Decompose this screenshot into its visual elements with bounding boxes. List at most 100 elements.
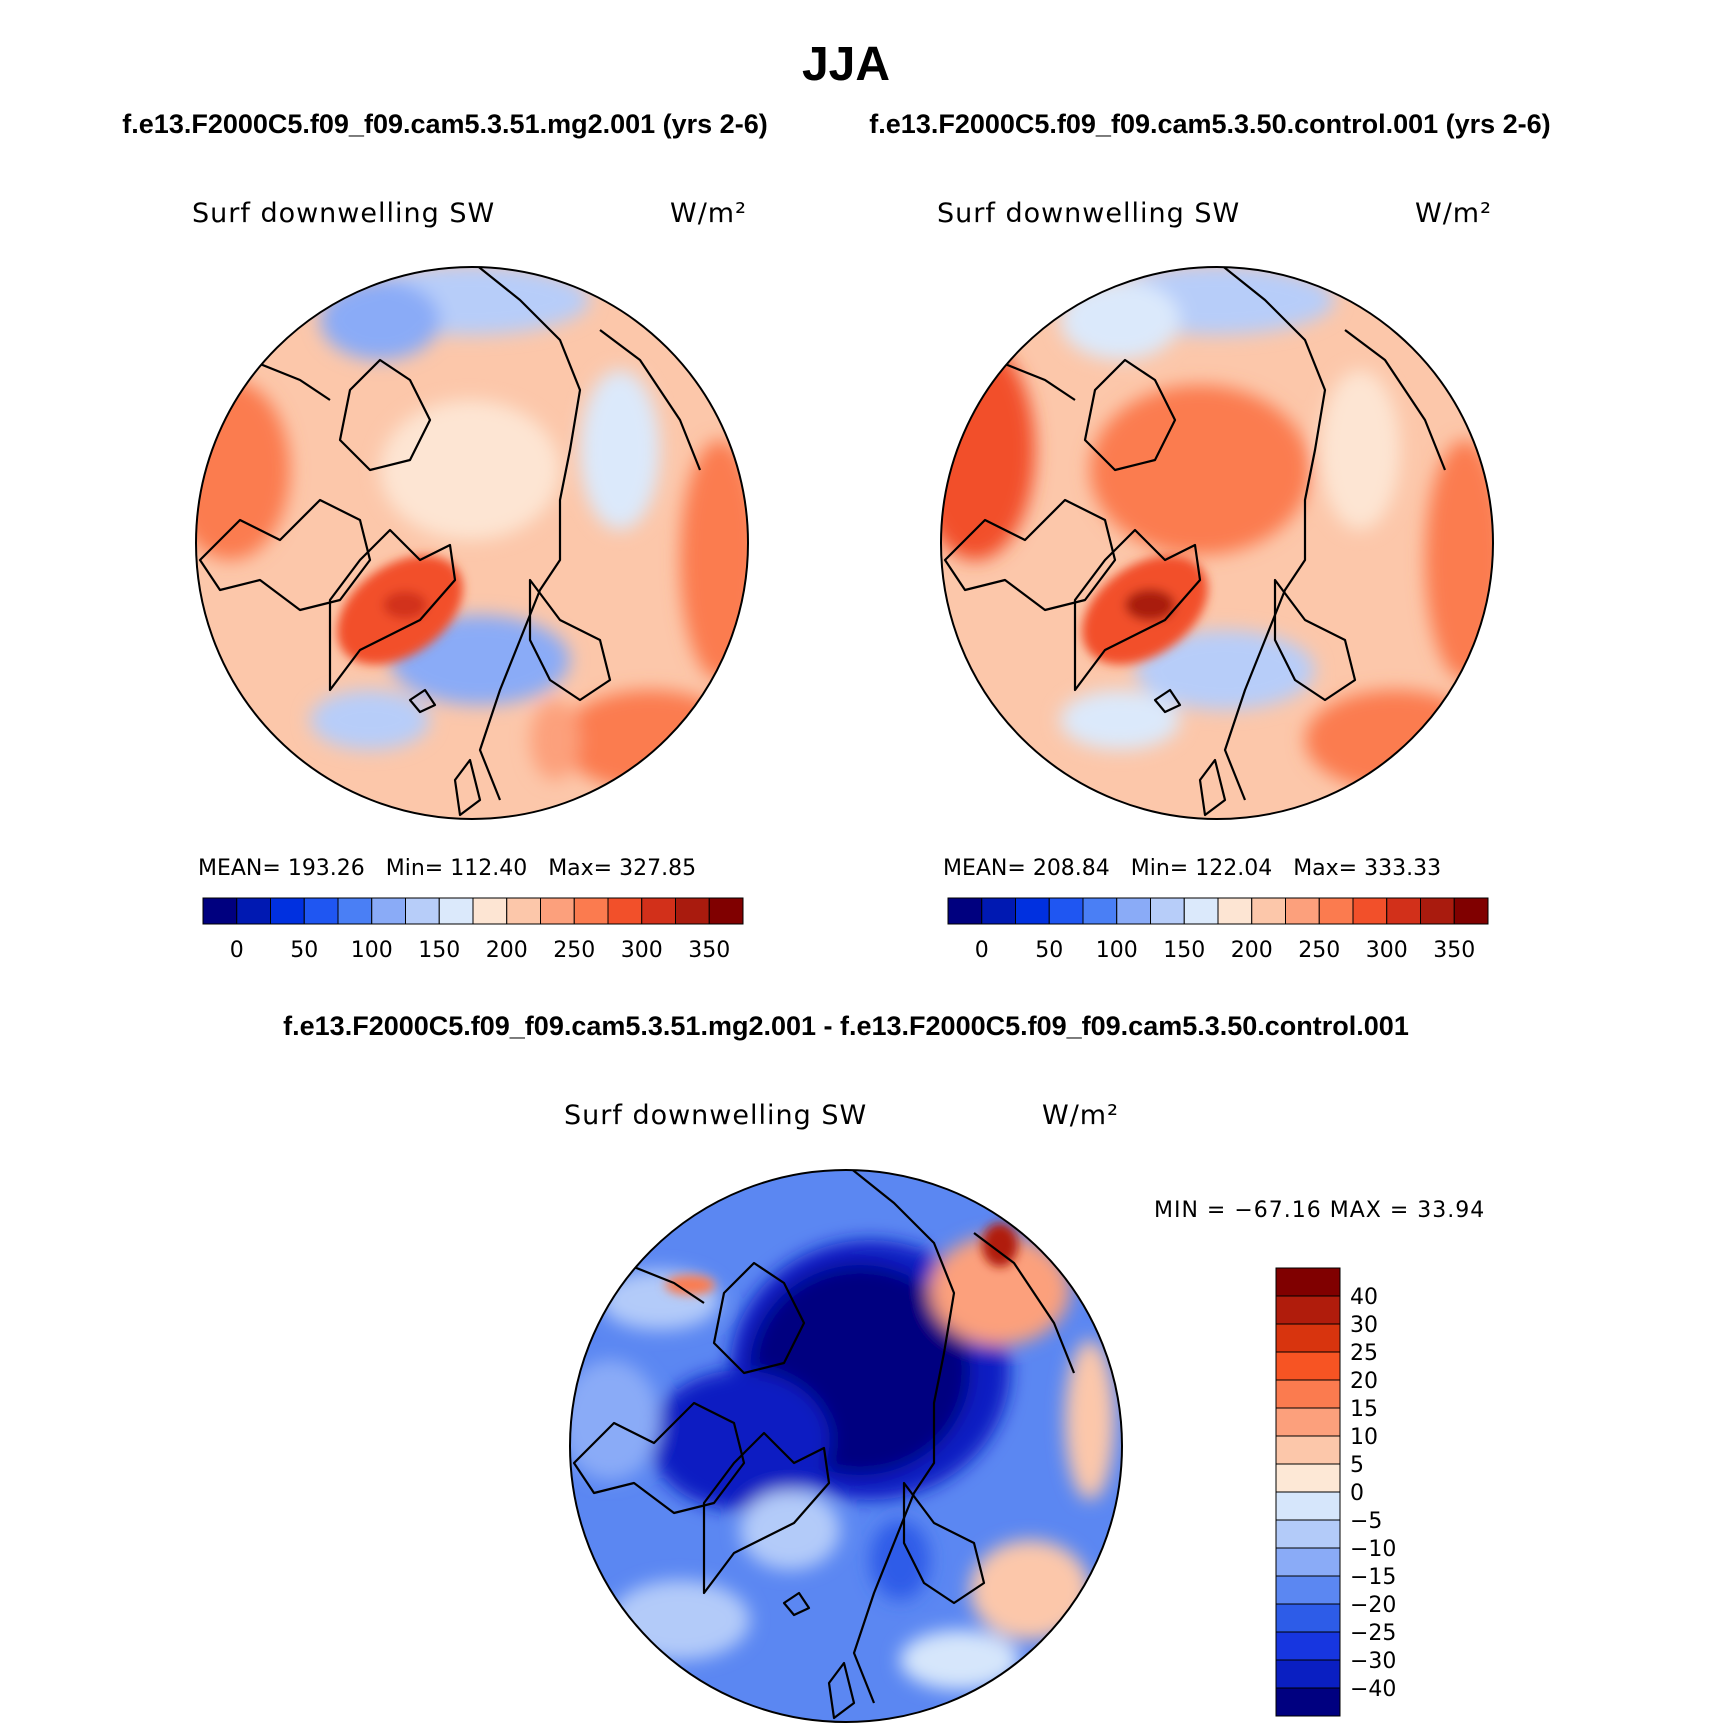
- colorbar-swatch: [303, 897, 339, 925]
- colorbar-swatch: [1275, 1267, 1341, 1297]
- colorbar-swatch: [1275, 1407, 1341, 1437]
- colorbar-swatch: [270, 897, 305, 925]
- colorbar-swatch: [1275, 1547, 1341, 1577]
- colorbar-swatch: [1275, 1631, 1341, 1661]
- colorbar-swatch: [1275, 1491, 1341, 1521]
- colorbar-swatch: [947, 897, 983, 925]
- coastlines-1: [198, 267, 702, 817]
- colorbar-tick-label: 15: [1350, 1397, 1378, 1422]
- colorbar-tick-label: −5: [1350, 1509, 1382, 1534]
- colorbar-diff: 40 30 25 20 15 10 5 0 −5 −10 −15 −20 −25 −30 −40: [1275, 1267, 1396, 1717]
- figure-title: JJA: [802, 38, 890, 91]
- colorbar-swatch: [1251, 897, 1286, 925]
- colorbar-1: 0 50 100 150 200 250 300 350: [202, 897, 744, 963]
- colorbar-swatch: [405, 897, 440, 925]
- colorbar-swatch: [708, 897, 744, 925]
- colorbar-swatch: [1318, 897, 1354, 925]
- map2-border: [940, 266, 1494, 820]
- colorbar-tick-label: 0: [230, 938, 244, 963]
- colorbar-swatch: [540, 897, 575, 925]
- panel1-header: f.e13.F2000C5.f09_f09.cam5.3.51.mg2.001 …: [122, 109, 767, 139]
- colorbar-tick-label: 40: [1350, 1285, 1378, 1310]
- colorbar-swatch: [1275, 1295, 1341, 1325]
- colorbar-swatch: [1116, 897, 1151, 925]
- colorbar-swatch: [1150, 897, 1185, 925]
- colorbar-swatch: [1082, 897, 1118, 925]
- map-panel-1: [196, 267, 748, 819]
- colorbar-tick-label: 50: [1035, 938, 1063, 963]
- diff-stats: MIN = −67.16 MAX = 33.94: [1154, 1198, 1485, 1223]
- map1-border: [195, 266, 749, 820]
- map-panel-diff: [570, 1170, 1122, 1722]
- colorbar-tick-label: 30: [1350, 1313, 1378, 1338]
- colorbar-swatch: [641, 897, 676, 925]
- colorbar-swatch: [236, 897, 271, 925]
- panel2-stats: MEAN= 208.84 Min= 122.04 Max= 333.33: [943, 856, 1441, 881]
- panel1-stats: MEAN= 193.26 Min= 112.40 Max= 327.85: [198, 856, 696, 881]
- diff-variable-label: Surf downwelling SW: [564, 1100, 867, 1131]
- map-panel-2: [941, 267, 1493, 819]
- colorbar-tick-label: 250: [553, 938, 595, 963]
- colorbar-swatch: [607, 897, 643, 925]
- colorbar-tick-label: 150: [418, 938, 460, 963]
- colorbar-swatch: [472, 897, 508, 925]
- colorbar-swatch: [1275, 1463, 1341, 1493]
- colorbar-swatch: [1015, 897, 1050, 925]
- colorbar-swatch: [1275, 1659, 1341, 1689]
- colorbar-swatch: [1386, 897, 1421, 925]
- map3-border: [569, 1169, 1123, 1723]
- colorbar-swatch: [1275, 1379, 1341, 1409]
- panel2-variable-label: Surf downwelling SW: [937, 198, 1240, 229]
- colorbar-swatch: [1275, 1687, 1341, 1717]
- colorbar-swatch: [1183, 897, 1219, 925]
- colorbar-tick-label: 25: [1350, 1341, 1378, 1366]
- colorbar-swatch: [371, 897, 406, 925]
- colorbar-swatch: [573, 897, 609, 925]
- colorbar-swatch: [506, 897, 541, 925]
- colorbar-swatch: [438, 897, 474, 925]
- colorbar-tick-label: 100: [351, 938, 393, 963]
- colorbar-2: 0 50 100 150 200 250 300 350: [947, 897, 1489, 963]
- colorbar-tick-label: 20: [1350, 1369, 1378, 1394]
- colorbar-tick-label: −10: [1350, 1537, 1396, 1562]
- colorbar-swatch: [1275, 1519, 1341, 1549]
- colorbar-tick-label: 300: [1366, 938, 1408, 963]
- coastlines-2: [943, 267, 1447, 817]
- diff-header: f.e13.F2000C5.f09_f09.cam5.3.51.mg2.001 …: [283, 1011, 1409, 1041]
- colorbar-tick-label: 200: [486, 938, 528, 963]
- colorbar-tick-label: −30: [1350, 1649, 1396, 1674]
- colorbar-tick-label: 150: [1163, 938, 1205, 963]
- colorbar-tick-label: 5: [1350, 1453, 1364, 1478]
- colorbar-tick-label: 350: [688, 938, 730, 963]
- colorbar-swatch: [1275, 1603, 1341, 1633]
- colorbar-tick-label: 100: [1096, 938, 1138, 963]
- colorbar-swatch: [675, 897, 710, 925]
- panel1-units-label: W/m²: [670, 198, 747, 229]
- colorbar-tick-label: −15: [1350, 1565, 1396, 1590]
- colorbar-tick-label: 350: [1433, 938, 1475, 963]
- colorbar-tick-label: 250: [1298, 938, 1340, 963]
- colorbar-swatch: [1217, 897, 1253, 925]
- colorbar-tick-label: 50: [290, 938, 318, 963]
- colorbar-swatch: [1275, 1575, 1341, 1605]
- colorbar-tick-label: 200: [1231, 938, 1273, 963]
- colorbar-tick-label: 10: [1350, 1425, 1378, 1450]
- colorbar-swatch: [1453, 897, 1489, 925]
- coastlines-3: [572, 1170, 1076, 1720]
- colorbar-swatch: [981, 897, 1016, 925]
- diff-units-label: W/m²: [1042, 1100, 1119, 1131]
- colorbar-swatch: [1275, 1323, 1341, 1353]
- colorbar-swatch: [202, 897, 238, 925]
- colorbar-swatch: [1275, 1435, 1341, 1465]
- colorbar-tick-label: 300: [621, 938, 663, 963]
- colorbar-tick-label: 0: [975, 938, 989, 963]
- panel2-units-label: W/m²: [1415, 198, 1492, 229]
- colorbar-swatch: [1420, 897, 1455, 925]
- colorbar-tick-label: −25: [1350, 1621, 1396, 1646]
- colorbar-tick-label: −20: [1350, 1593, 1396, 1618]
- panel2-header: f.e13.F2000C5.f09_f09.cam5.3.50.control.…: [869, 109, 1550, 139]
- colorbar-tick-label: 0: [1350, 1481, 1364, 1506]
- colorbar-swatch: [1352, 897, 1388, 925]
- colorbar-swatch: [337, 897, 373, 925]
